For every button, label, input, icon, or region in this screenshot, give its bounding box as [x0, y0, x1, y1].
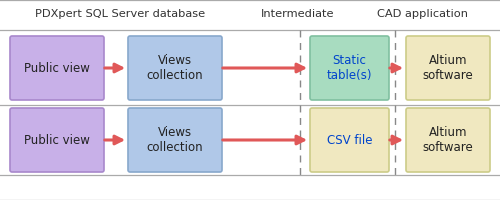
FancyBboxPatch shape: [406, 108, 490, 172]
FancyBboxPatch shape: [10, 108, 104, 172]
Text: CSV file: CSV file: [327, 134, 372, 146]
FancyBboxPatch shape: [406, 36, 490, 100]
FancyBboxPatch shape: [10, 36, 104, 100]
Text: PDXpert SQL Server database: PDXpert SQL Server database: [35, 9, 205, 19]
Text: Views
collection: Views collection: [146, 126, 204, 154]
FancyBboxPatch shape: [310, 108, 389, 172]
FancyBboxPatch shape: [310, 36, 389, 100]
Text: Altium
software: Altium software: [422, 54, 474, 82]
FancyBboxPatch shape: [128, 36, 222, 100]
Text: Public view: Public view: [24, 62, 90, 74]
Text: Views
collection: Views collection: [146, 54, 204, 82]
FancyBboxPatch shape: [128, 108, 222, 172]
Text: Altium
software: Altium software: [422, 126, 474, 154]
Text: Public view: Public view: [24, 134, 90, 146]
Text: Static
table(s): Static table(s): [327, 54, 372, 82]
Text: Intermediate: Intermediate: [261, 9, 334, 19]
Text: CAD application: CAD application: [377, 9, 468, 19]
